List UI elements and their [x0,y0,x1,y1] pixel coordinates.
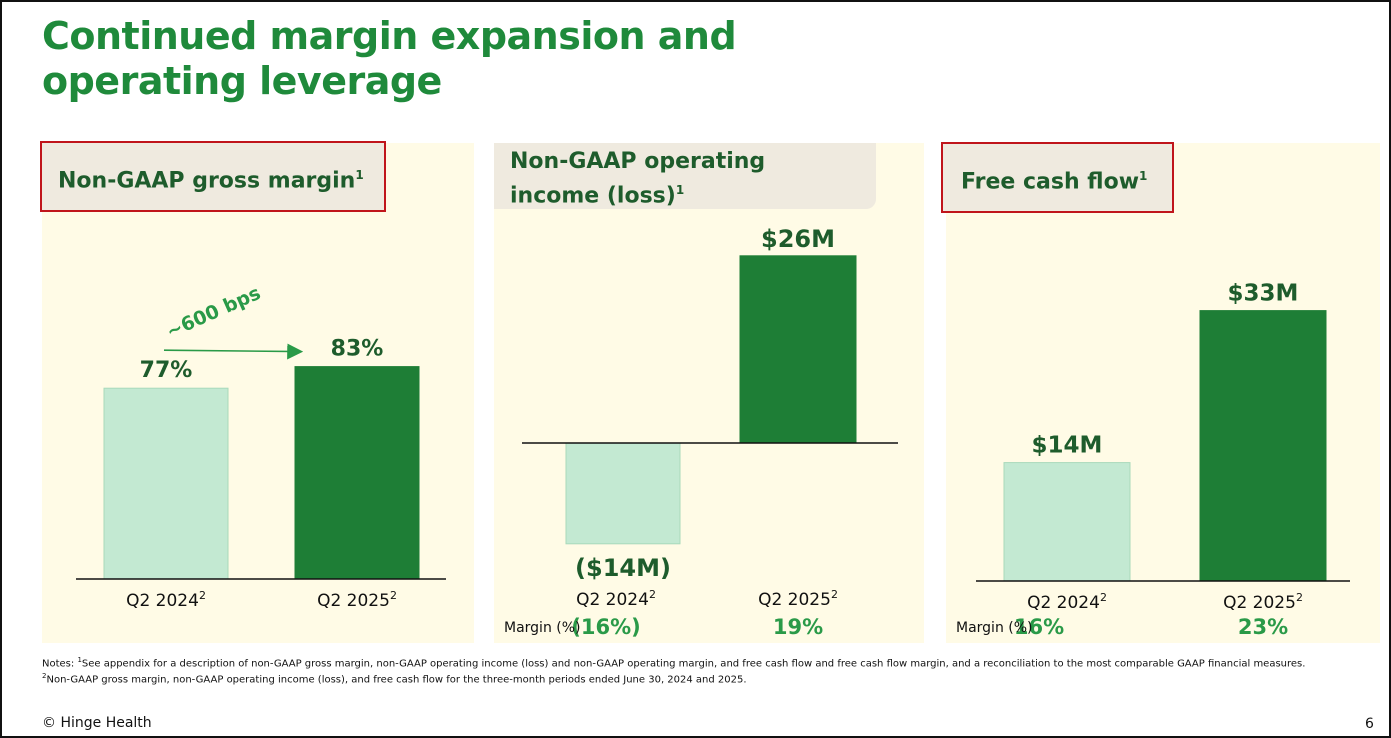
gross-margin-category-1: Q2 20242 [126,589,206,611]
gross-margin-heading-sup: 1 [355,168,364,182]
gross-margin-data-label-2: 83% [331,337,384,362]
gross-margin-heading-text: Non-GAAP gross margin [58,168,356,194]
free-cash-flow-heading-text: Free cash flow [961,169,1140,195]
gross-margin-heading: Non-GAAP gross margin1 [40,141,386,212]
operating-income-margin-value-1: (16%) [571,615,640,639]
free-cash-flow-data-label-2: $33M [1228,281,1299,307]
slide-title: Continued margin expansion and operating… [42,14,737,104]
free-cash-flow-category-2: Q2 20252 [1223,591,1303,613]
operating-income-data-label-1: ($14M) [575,554,671,582]
notes-prefix: Notes: [42,658,78,670]
free-cash-flow-margin-label: Margin (%) [956,620,1033,636]
free-cash-flow-panel: $14M Q2 20242 16% $33M Q2 20252 23% Margin (%) [946,143,1380,643]
slide-title-line2: operating leverage [42,59,442,103]
free-cash-flow-heading-sup: 1 [1139,169,1148,183]
notes-sup1: 1 [77,656,82,664]
free-cash-flow-data-label-1: $14M [1032,433,1103,459]
operating-income-bar-1 [565,442,681,545]
gross-margin-annotation: ~600 bps [163,282,264,343]
operating-income-bar-2 [739,255,857,444]
gross-margin-arrow [163,343,304,360]
operating-income-category-2: Q2 20252 [758,588,838,610]
gross-margin-chart: 77% Q2 20242 83% Q2 20252 ~600 bps [76,282,446,611]
free-cash-flow-margin-value-1: 16% [1014,615,1064,639]
gross-margin-panel: 77% Q2 20242 83% Q2 20252 ~600 bps [42,143,474,643]
free-cash-flow-margin-value-2: 23% [1238,615,1288,639]
operating-income-data-label-2: $26M [761,225,835,253]
slide-title-line1: Continued margin expansion and [42,14,737,58]
operating-income-heading-sup: 1 [675,183,685,197]
operating-income-margin-value-2: 19% [773,615,823,639]
operating-income-category-1: Q2 20242 [576,588,656,610]
gross-margin-category-2: Q2 20252 [317,589,397,611]
footer-copyright: © Hinge Health [42,715,152,731]
operating-income-heading: Non-GAAP operating income (loss)1 [494,143,876,209]
free-cash-flow-category-1: Q2 20242 [1027,591,1107,613]
operating-income-heading-line1: Non-GAAP operating [510,149,766,174]
gross-margin-data-label-1: 77% [140,358,193,383]
notes-sup2: 2 [42,672,47,681]
free-cash-flow-bar-1 [1003,462,1131,582]
page-number: 6 [1365,716,1374,732]
operating-income-panel: ($14M) Q2 20242 (16%) $26M Q2 20252 19% Margin… [494,143,924,643]
operating-income-margin-label: Margin (%) [504,620,581,636]
notes-line1: See appendix for a description of non-GA… [81,658,1306,670]
notes-line2: Non-GAAP gross margin, non-GAAP operatin… [46,674,747,686]
free-cash-flow-bar-2 [1199,310,1327,582]
operating-income-chart: ($14M) Q2 20242 (16%) $26M Q2 20252 19% Margin… [504,225,898,639]
gross-margin-bar-1 [103,387,229,580]
operating-income-heading-line2: income (loss) [510,183,676,209]
gross-margin-bar-2 [294,366,420,580]
free-cash-flow-heading: Free cash flow1 [941,142,1174,213]
notes: Notes: 1See appendix for a description o… [42,654,1382,687]
